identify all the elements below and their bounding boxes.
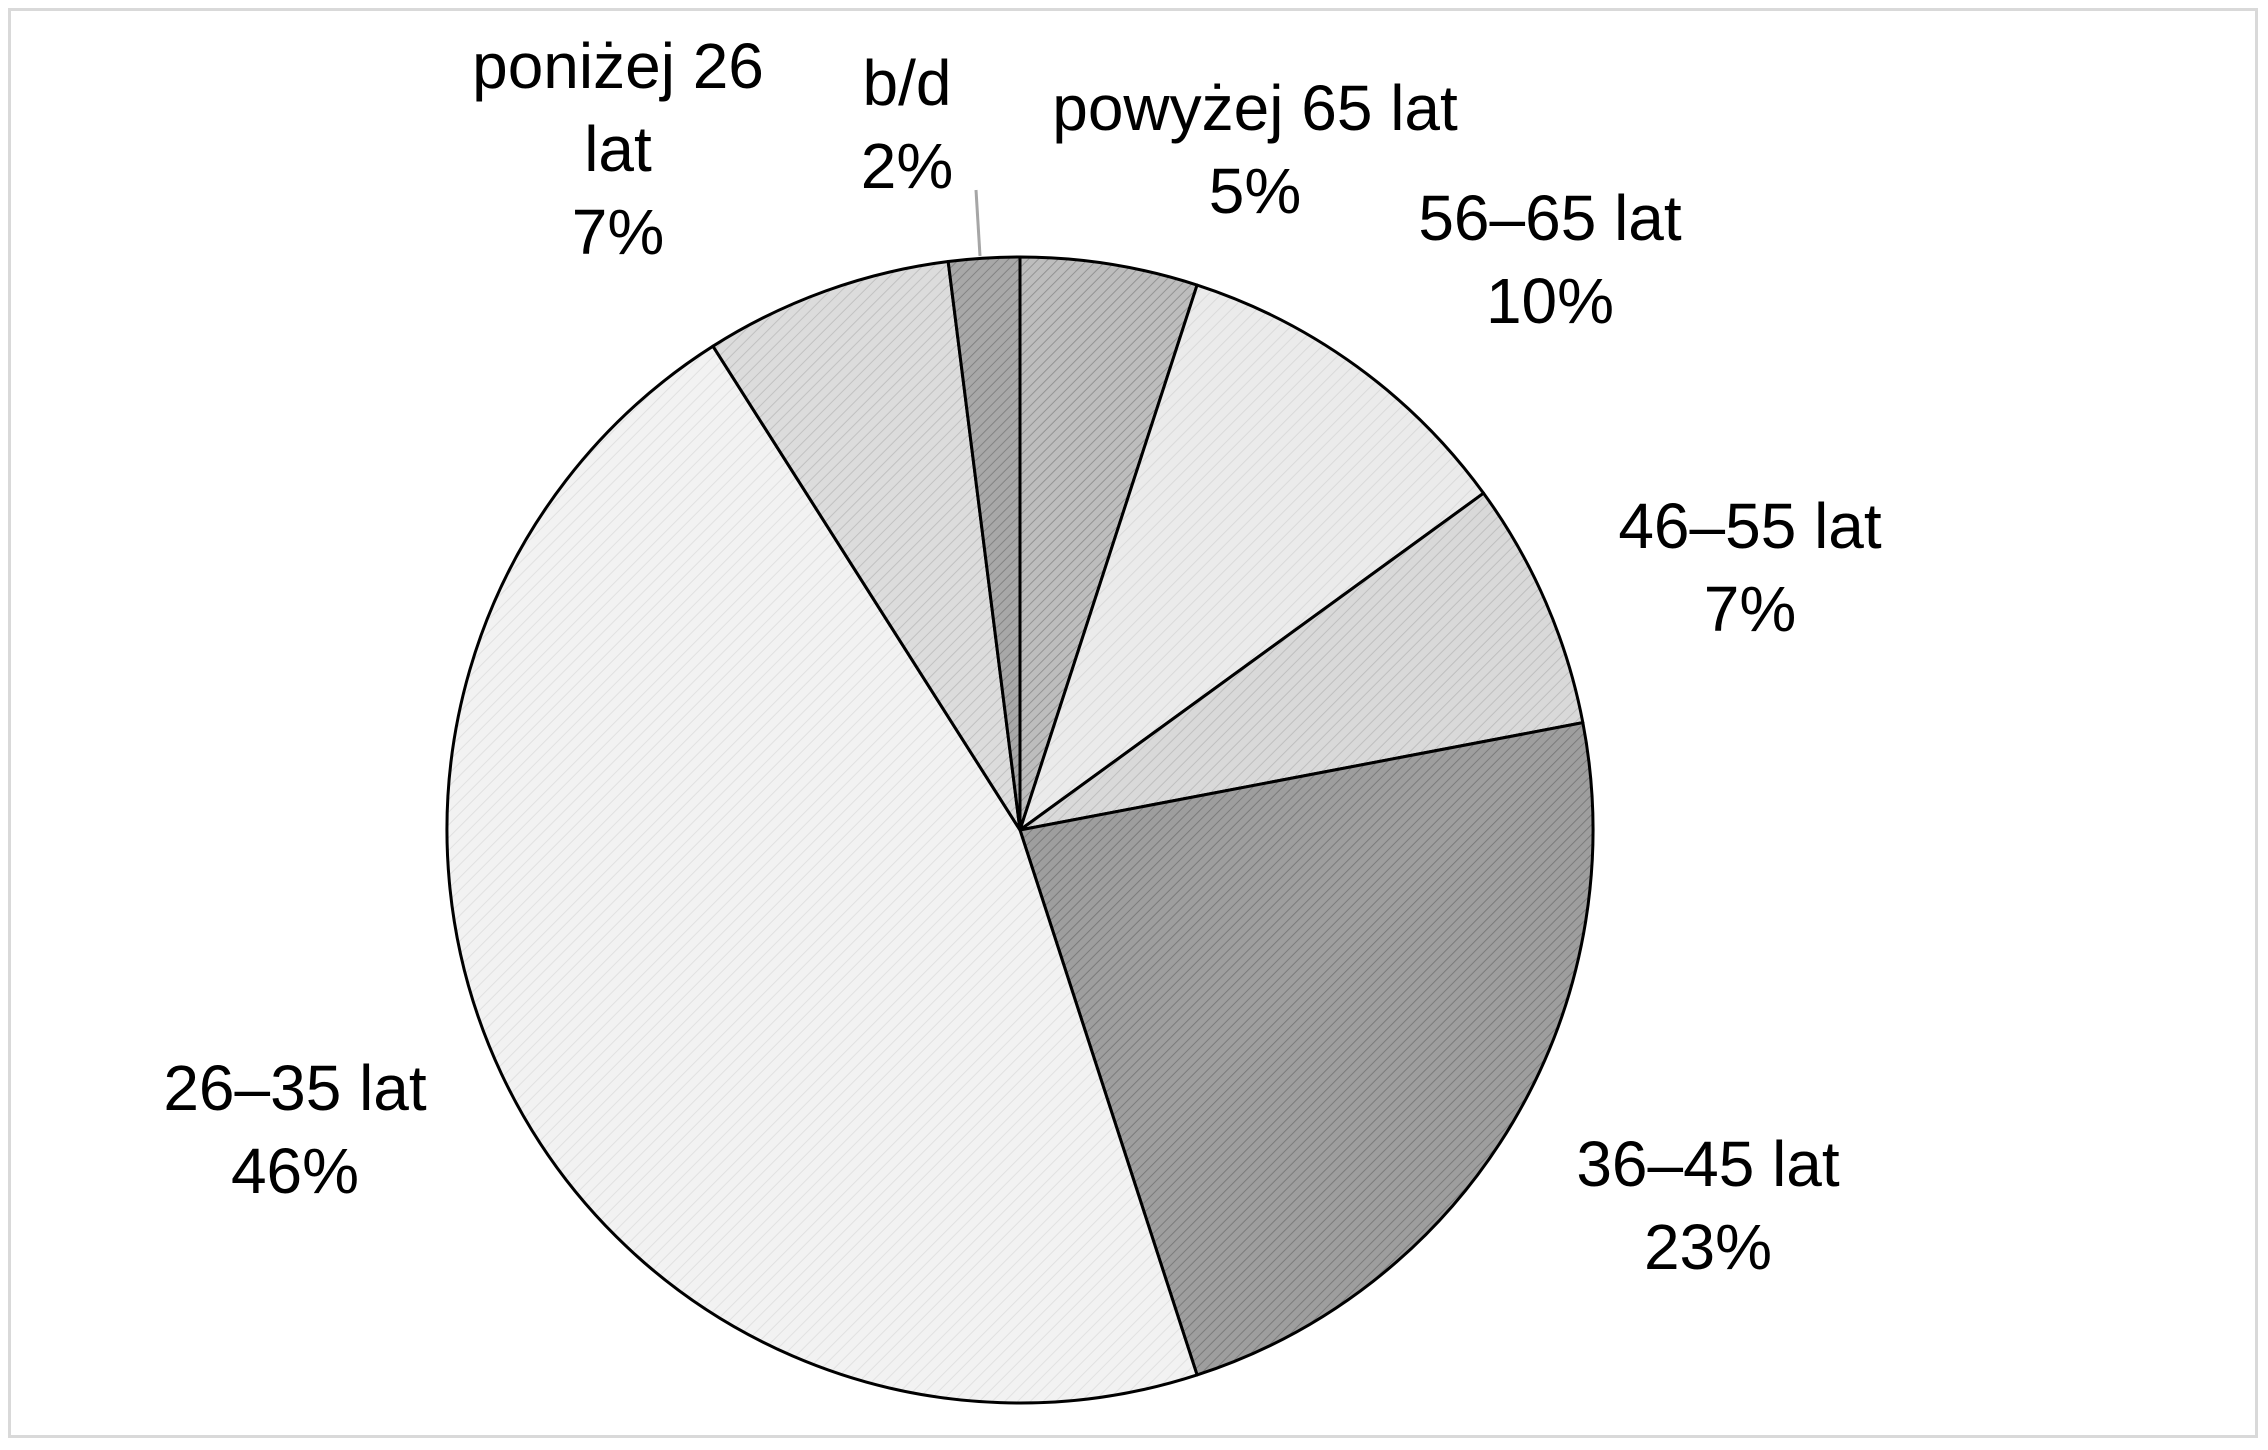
pie-slice-outline-26-35-lat [445,344,1199,1405]
pie-slice-outline-poniżej-26-lat [711,260,1022,832]
pie-slice-outline-powyżej-65-lat [1018,255,1199,832]
data-label-category: 56–65 lat [1418,182,1682,254]
data-label-26-35-lat: 26–35 lat 46% [163,1052,427,1207]
pie-slice-outline-36-45-lat [1018,721,1595,1377]
data-label-36-45-lat: 36–45 lat 23% [1576,1128,1840,1283]
data-label-category: b/d [863,47,952,119]
data-label-percent: 5% [1209,155,1302,227]
data-label-category: lat [584,113,652,185]
data-label-category: poniżej 26 [472,30,764,102]
data-labels: powyżej 65 lat 5% 56–65 lat 10% 46–55 lat 7% 3… [163,30,1882,1283]
data-label-category: 26–35 lat [163,1052,427,1124]
data-label-percent: 10% [1486,265,1614,337]
data-label-powyżej-65-lat: powyżej 65 lat 5% [1052,72,1458,227]
data-label-poniżej-26-lat: poniżej 26 lat 7% [472,30,764,268]
pie-slice-outline-56-65-lat [1018,283,1486,832]
pie-slice-outline-46-55-lat [1018,491,1585,832]
leader-line-b-d [974,189,982,257]
data-label-category: 36–45 lat [1576,1128,1840,1200]
data-label-b-d: b/d 2% [861,47,954,202]
data-label-percent: 23% [1644,1211,1772,1283]
data-label-category: 46–55 lat [1618,490,1882,562]
data-label-percent: 7% [1704,573,1797,645]
pie-slices [445,255,1595,1405]
data-label-category: powyżej 65 lat [1052,72,1458,144]
data-label-46-55-lat: 46–55 lat 7% [1618,490,1882,645]
data-label-percent: 46% [231,1135,359,1207]
leader-lines [974,189,982,257]
data-label-percent: 7% [572,196,665,268]
pie-slice-outline-b-d [946,255,1022,832]
data-label-percent: 2% [861,130,954,202]
data-label-56-65-lat: 56–65 lat 10% [1418,182,1682,337]
